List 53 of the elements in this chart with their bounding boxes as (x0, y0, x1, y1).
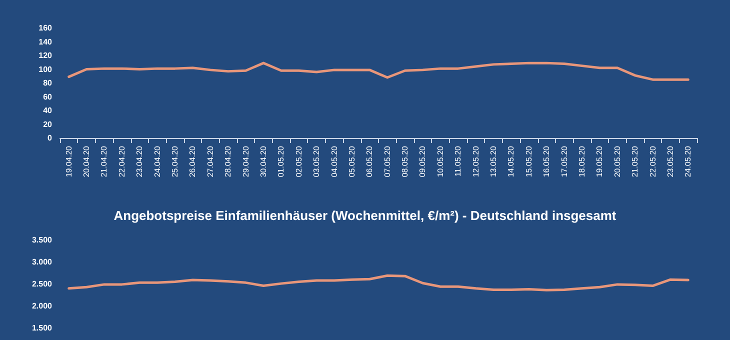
x-tick-label: 10.05.20 (436, 145, 445, 178)
x-tick-label: 06.05.20 (365, 145, 374, 178)
x-tick-label: 19.05.20 (595, 145, 604, 178)
x-tick-label: 03.05.20 (312, 145, 322, 178)
x-tick-label: 26.04.20 (188, 145, 198, 178)
y-tick-label: 3.000 (32, 258, 53, 266)
x-tick-label: 30.04.20 (258, 145, 268, 178)
x-tick-label: 05.05.20 (347, 145, 356, 178)
x-tick-label: 17.05.20 (560, 145, 569, 178)
y-tick-label: 2.500 (32, 280, 53, 288)
y-tick-label: 60 (43, 92, 53, 102)
x-tick-label: 21.05.20 (630, 145, 640, 178)
x-tick-label: 23.04.20 (135, 145, 144, 178)
x-tick-label: 24.05.20 (684, 145, 693, 178)
x-tick-label: 21.04.20 (100, 145, 109, 178)
x-tick-label: 20.05.20 (612, 145, 622, 178)
y-tick-label: 3.500 (32, 236, 53, 244)
x-tick-label: 25.04.20 (170, 145, 180, 178)
x-tick-label: 22.04.20 (117, 145, 126, 178)
line-series (68, 274, 690, 292)
x-tick-label: 04.05.20 (330, 145, 339, 178)
y-tick-label: 40 (43, 106, 53, 115)
line-series (68, 62, 690, 81)
x-tick-label: 12.05.20 (471, 145, 480, 178)
x-tick-label: 27.04.20 (206, 145, 215, 178)
x-tick-label: 29.04.20 (241, 145, 250, 178)
y-tick-label: 120 (38, 51, 53, 60)
y-tick-label: 140 (38, 37, 53, 46)
x-tick-label: 24.04.20 (152, 145, 162, 178)
x-tick-label: 19.04.20 (64, 145, 74, 178)
chart-title: Angebotspreise Einfamilienhäuser (Wochenmittel, €/m²) - Deutschland insgesamt (114, 208, 617, 223)
y-tick-label: 100 (38, 64, 53, 74)
x-tick-label: 09.05.20 (418, 145, 428, 178)
y-tick-label: 160 (38, 24, 53, 32)
x-tick-label: 14.05.20 (506, 145, 516, 178)
x-tick-label: 22.05.20 (648, 145, 658, 178)
y-tick-label: 80 (43, 78, 53, 88)
y-tick-label: 1.500 (32, 324, 53, 332)
y-tick-label: 2.000 (32, 302, 53, 310)
x-tick-label: 13.05.20 (489, 145, 498, 178)
x-tick-label: 28.04.20 (224, 145, 233, 178)
x-tick-label: 11.05.20 (454, 145, 463, 177)
y-tick-label: 0 (48, 134, 53, 142)
y-tick-label: 20 (43, 120, 53, 129)
x-tick-label: 07.05.20 (382, 145, 392, 178)
x-tick-label: 20.04.20 (82, 145, 92, 178)
x-tick-label: 18.05.20 (577, 145, 586, 178)
x-tick-label: 08.05.20 (400, 145, 410, 178)
x-tick-label: 15.05.20 (524, 145, 534, 178)
x-tick-label: 01.05.20 (276, 145, 286, 178)
x-tick-label: 23.05.20 (666, 145, 675, 178)
x-tick-label: 02.05.20 (294, 145, 304, 178)
x-tick-label: 16.05.20 (542, 145, 552, 178)
